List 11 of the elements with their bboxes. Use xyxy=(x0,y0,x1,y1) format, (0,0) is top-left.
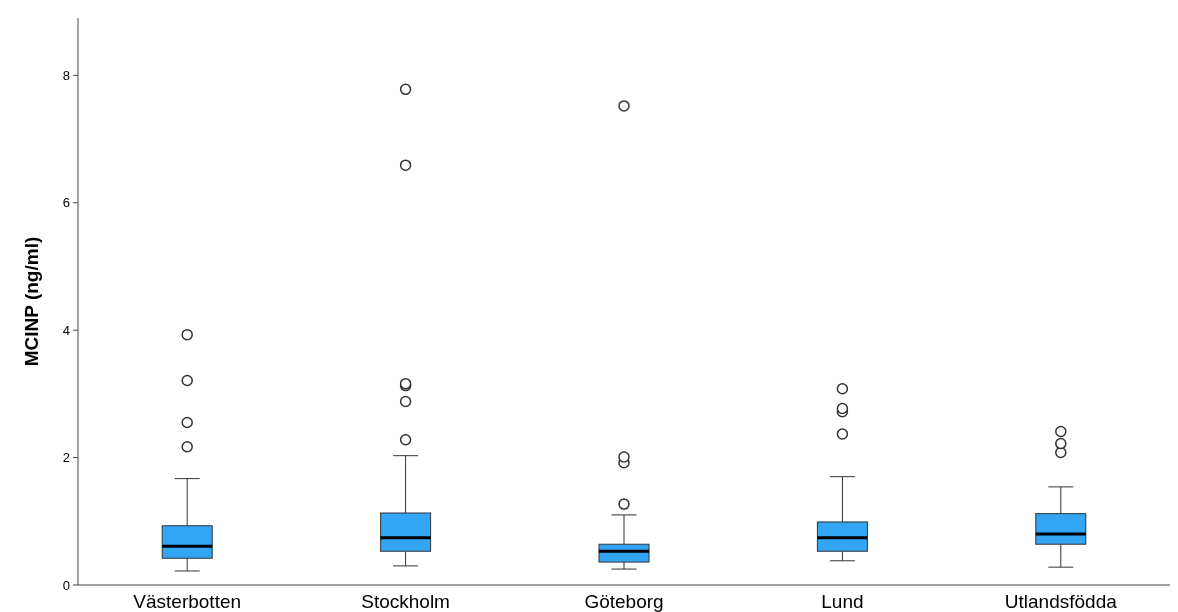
x-tick-label: Lund xyxy=(821,591,864,612)
x-tick-label: Göteborg xyxy=(584,591,664,612)
y-tick-label: 2 xyxy=(62,450,70,466)
x-tick-label: Utlandsfödda xyxy=(1004,591,1118,612)
y-tick-label: 8 xyxy=(62,67,70,83)
y-axis-title: MCINP (ng/ml) xyxy=(21,236,42,367)
y-tick-label: 0 xyxy=(62,577,70,593)
y-tick-label: 4 xyxy=(62,322,70,338)
x-tick-label: Stockholm xyxy=(361,591,450,612)
y-tick-label: 6 xyxy=(62,195,70,211)
x-tick-label: Västerbotten xyxy=(133,591,242,612)
